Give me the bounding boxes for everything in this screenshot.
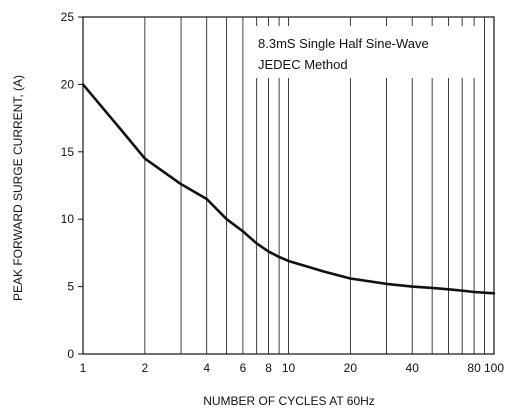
x-tick-label: 20: [344, 361, 358, 375]
x-tick-label: 6: [240, 361, 247, 375]
annotation-line-2: JEDEC Method: [258, 57, 348, 72]
x-axis-title: NUMBER OF CYCLES AT 60Hz: [203, 394, 375, 408]
series-line: [81, 83, 496, 295]
y-tick-label: 15: [61, 145, 75, 159]
y-tick-label: 10: [61, 212, 75, 226]
tick-labels: 1 2 4 6 8 10 20 40 80 100 0 5 10 15 20 25: [61, 10, 505, 375]
y-tick-label: 5: [67, 280, 74, 294]
annotation-box: [249, 26, 478, 78]
y-tick-label: 20: [61, 77, 75, 91]
y-axis-title: PEAK FORWARD SURGE CURRENT, (A): [11, 75, 25, 301]
x-tick-label: 8: [265, 361, 272, 375]
x-tick-label: 4: [203, 361, 210, 375]
x-tick-label: 1: [80, 361, 87, 375]
x-tick-label: 40: [406, 361, 420, 375]
x-tick-label: 80: [467, 361, 481, 375]
y-tick-label: 0: [67, 347, 74, 361]
x-tick-label: 2: [142, 361, 149, 375]
y-tick-label: 25: [61, 10, 75, 24]
plot-frame: [82, 16, 495, 355]
x-tick-label: 10: [282, 361, 296, 375]
annotation-line-1: 8.3mS Single Half Sine-Wave: [258, 36, 429, 51]
x-tick-label: 100: [484, 361, 504, 375]
